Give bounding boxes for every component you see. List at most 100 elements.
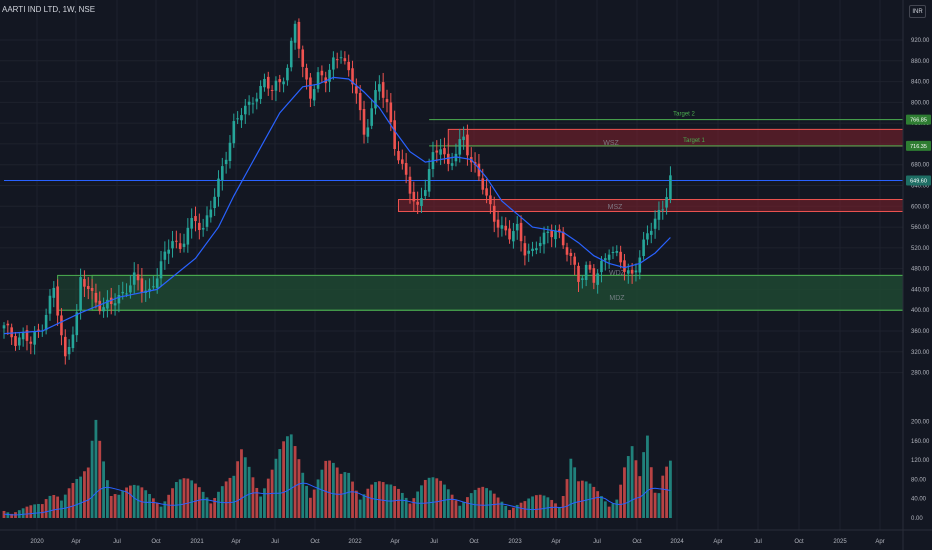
volume-bar <box>412 498 416 518</box>
candle <box>466 134 469 156</box>
volume-bar <box>17 510 21 518</box>
candle <box>243 105 247 115</box>
candle <box>573 256 576 265</box>
price-tick-label: 800.00 <box>911 100 930 106</box>
volume-bar <box>435 478 439 518</box>
volume-bar <box>312 489 316 518</box>
candle <box>554 230 557 240</box>
volume-bar <box>489 490 492 518</box>
candle <box>201 228 205 230</box>
time-tick-label: Apr <box>875 539 884 545</box>
candle <box>52 287 56 298</box>
price-tick-label: 640.00 <box>911 184 930 190</box>
volume-bar <box>113 494 117 518</box>
candle <box>378 84 381 92</box>
candle <box>634 270 638 273</box>
candle <box>236 118 239 120</box>
moving-average-line <box>3 76 671 335</box>
candle <box>205 215 209 227</box>
volume-tick-label: 200.00 <box>911 420 930 426</box>
volume-bar <box>255 487 259 518</box>
candle <box>588 264 592 270</box>
volume-bar <box>90 440 94 518</box>
volume-bar <box>374 482 377 518</box>
price-tick-label: 600.00 <box>911 204 930 210</box>
volume-bar <box>538 494 542 518</box>
candle <box>657 209 661 220</box>
volume-bar <box>519 502 523 518</box>
price-tick-label: 680.00 <box>911 163 930 169</box>
volume-bar <box>477 487 481 518</box>
candle <box>481 178 485 190</box>
candle <box>18 337 21 346</box>
candle <box>86 285 90 289</box>
zone-label-wsz: WSZ <box>603 140 619 147</box>
candle <box>182 243 186 247</box>
candle <box>167 249 170 254</box>
candle <box>454 153 458 162</box>
candle <box>198 222 201 230</box>
volume-bar <box>259 496 263 518</box>
candle <box>527 250 531 254</box>
time-tick-label: Jul <box>430 539 438 545</box>
candle <box>477 163 481 177</box>
price-badge <box>906 140 931 151</box>
candle <box>44 314 48 331</box>
volume-bar <box>217 491 220 518</box>
volume-bar <box>634 460 638 518</box>
time-tick-label: Apr <box>551 539 560 545</box>
candle <box>2 325 6 329</box>
volume-tick-label: 120.00 <box>911 458 930 464</box>
candle <box>293 23 297 43</box>
candle <box>25 330 29 341</box>
candle <box>669 175 672 200</box>
candle <box>209 209 213 218</box>
volume-bar <box>320 469 324 518</box>
volume-bar <box>577 481 580 518</box>
candle <box>297 21 301 49</box>
price-tick-label: 480.00 <box>911 267 930 273</box>
volume-bar <box>362 494 366 518</box>
candle <box>270 89 274 91</box>
volume-bar <box>661 475 665 518</box>
volume-bar <box>534 495 538 518</box>
volume-bar <box>523 501 527 518</box>
volume-bar <box>40 504 44 518</box>
volume-bar <box>263 488 266 518</box>
volume-bar <box>642 452 646 518</box>
candle <box>140 278 144 293</box>
volume-bar <box>400 492 404 518</box>
candle <box>274 80 278 91</box>
volume-bar <box>496 497 500 518</box>
candle <box>665 197 668 208</box>
candle <box>33 331 36 345</box>
volume-bar <box>148 493 151 518</box>
volume-bar <box>404 497 408 518</box>
candle <box>596 273 599 285</box>
price-tick-label: 520.00 <box>911 246 930 252</box>
volume-bar <box>580 480 584 518</box>
volume-bar <box>205 497 209 518</box>
time-tick-label: Jul <box>754 539 762 545</box>
level-label-0: Target 2 <box>673 112 695 118</box>
currency-button[interactable]: INR <box>909 5 926 18</box>
candle <box>136 274 140 281</box>
volume-bar <box>121 490 125 518</box>
candle <box>381 82 385 98</box>
volume-bar <box>458 505 462 518</box>
candle <box>401 159 404 164</box>
candle <box>424 190 427 196</box>
time-tick-label: Oct <box>469 539 479 545</box>
volume-bar <box>86 467 90 518</box>
price-tick-label: 440.00 <box>911 287 930 293</box>
price-tick-label: 400.00 <box>911 308 930 314</box>
volume-bar <box>106 480 109 518</box>
candle <box>106 299 109 309</box>
volume-bar <box>155 503 159 518</box>
candle <box>79 277 82 311</box>
volume-bar <box>75 479 79 518</box>
volume-bar <box>201 491 205 518</box>
time-tick-label: Apr <box>390 539 399 545</box>
volume-bar <box>224 481 228 518</box>
